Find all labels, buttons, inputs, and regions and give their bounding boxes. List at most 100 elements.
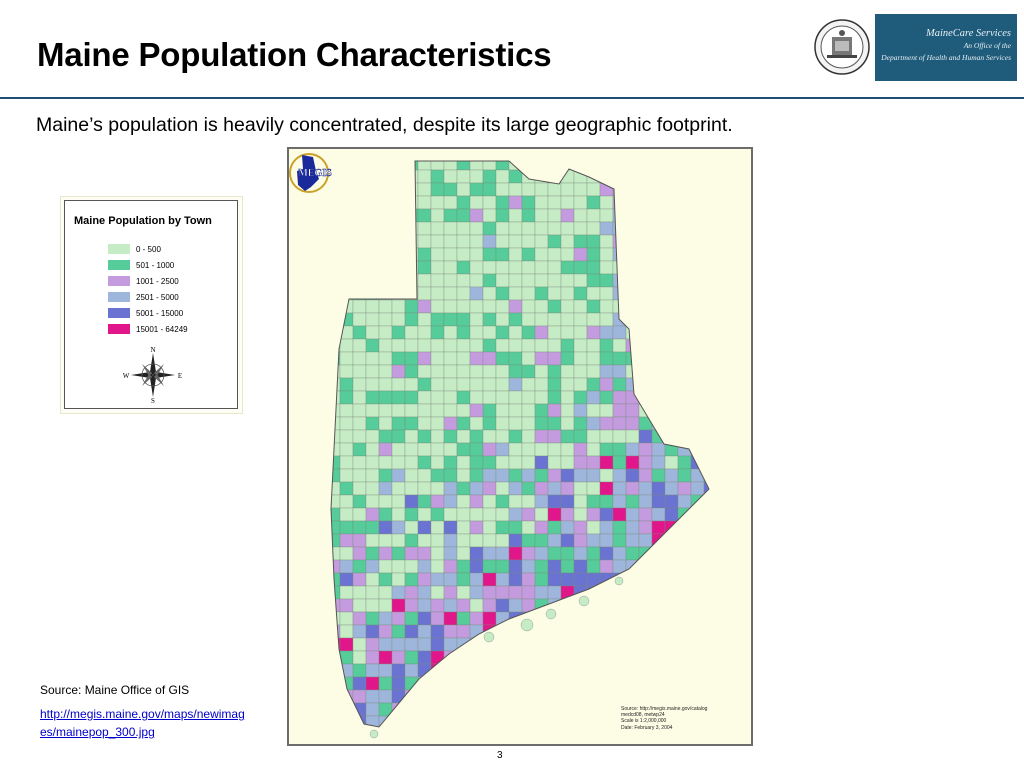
town-cell bbox=[365, 351, 380, 366]
town-cell bbox=[378, 351, 393, 366]
town-cell bbox=[339, 182, 354, 197]
town-cell bbox=[482, 325, 497, 340]
town-cell bbox=[651, 455, 666, 470]
town-cell bbox=[703, 442, 709, 457]
town-cell bbox=[651, 234, 666, 249]
town-cell bbox=[638, 286, 653, 301]
town-cell bbox=[560, 429, 575, 444]
town-cell bbox=[651, 312, 666, 327]
town-cell bbox=[651, 390, 666, 405]
town-cell bbox=[430, 715, 445, 727]
town-cell bbox=[573, 520, 588, 535]
town-cell bbox=[703, 247, 709, 262]
town-cell bbox=[677, 663, 692, 678]
town-cell bbox=[625, 260, 640, 275]
town-cell bbox=[651, 403, 666, 418]
town-cell bbox=[443, 169, 458, 184]
town-cell bbox=[508, 325, 523, 340]
legend-item: 1001 - 2500 bbox=[108, 273, 188, 289]
town-cell bbox=[482, 182, 497, 197]
town-cell bbox=[625, 585, 640, 600]
town-cell bbox=[547, 247, 562, 262]
town-cell bbox=[365, 572, 380, 587]
legend-item: 15001 - 64249 bbox=[108, 321, 188, 337]
town-cell bbox=[339, 338, 354, 353]
town-cell bbox=[443, 286, 458, 301]
town-cell bbox=[482, 208, 497, 223]
town-cell bbox=[638, 650, 653, 665]
town-cell bbox=[625, 468, 640, 483]
town-cell bbox=[339, 611, 354, 626]
town-cell bbox=[391, 689, 406, 704]
map-legend: Maine Population by Town 0 - 500 501 - 10… bbox=[60, 196, 243, 414]
town-cell bbox=[495, 442, 510, 457]
town-cell bbox=[547, 195, 562, 210]
town-cell bbox=[560, 312, 575, 327]
town-cell bbox=[443, 312, 458, 327]
town-cell bbox=[391, 637, 406, 652]
town-cell bbox=[456, 403, 471, 418]
town-cell bbox=[352, 429, 367, 444]
town-cell bbox=[469, 663, 484, 678]
town-cell bbox=[352, 195, 367, 210]
town-cell bbox=[586, 611, 601, 626]
town-cell bbox=[599, 624, 614, 639]
town-cell bbox=[430, 507, 445, 522]
town-cell bbox=[508, 286, 523, 301]
town-cell bbox=[651, 195, 666, 210]
town-cell bbox=[417, 559, 432, 574]
town-cell bbox=[638, 520, 653, 535]
town-cell bbox=[482, 468, 497, 483]
town-cell bbox=[352, 442, 367, 457]
town-cell bbox=[508, 221, 523, 236]
source-link[interactable]: http://megis.maine.gov/maps/newimages/ma… bbox=[40, 707, 245, 739]
town-cell bbox=[547, 429, 562, 444]
town-cell bbox=[638, 442, 653, 457]
town-cell bbox=[521, 325, 536, 340]
town-cell bbox=[521, 312, 536, 327]
town-cell bbox=[638, 338, 653, 353]
town-cell bbox=[638, 161, 653, 171]
town-cell bbox=[352, 182, 367, 197]
town-cell bbox=[469, 442, 484, 457]
town-cell bbox=[404, 663, 419, 678]
town-cell bbox=[690, 273, 705, 288]
town-cell bbox=[339, 624, 354, 639]
town-cell bbox=[495, 559, 510, 574]
town-cell bbox=[482, 611, 497, 626]
town-cell bbox=[495, 494, 510, 509]
town-cell bbox=[365, 442, 380, 457]
town-cell bbox=[430, 481, 445, 496]
town-cell bbox=[521, 182, 536, 197]
town-cell bbox=[586, 208, 601, 223]
town-cell bbox=[508, 468, 523, 483]
maine-population-map: MEGIS Source: http://megis.maine.gov/cat… bbox=[287, 147, 753, 746]
town-cell bbox=[534, 546, 549, 561]
town-cell bbox=[703, 533, 709, 548]
town-cell bbox=[417, 429, 432, 444]
town-cell bbox=[378, 325, 393, 340]
town-cell bbox=[469, 403, 484, 418]
town-cell bbox=[664, 416, 679, 431]
town-cell bbox=[664, 390, 679, 405]
town-cell bbox=[378, 611, 393, 626]
town-cell bbox=[482, 429, 497, 444]
town-cell bbox=[677, 507, 692, 522]
town-cell bbox=[365, 195, 380, 210]
town-cell bbox=[599, 650, 614, 665]
town-cell bbox=[469, 312, 484, 327]
town-cell bbox=[690, 182, 705, 197]
town-cell bbox=[664, 611, 679, 626]
town-cell bbox=[664, 546, 679, 561]
town-cell bbox=[417, 637, 432, 652]
town-cell bbox=[391, 481, 406, 496]
town-cell bbox=[469, 546, 484, 561]
town-cell bbox=[521, 429, 536, 444]
town-cell bbox=[391, 546, 406, 561]
town-cell bbox=[331, 312, 341, 327]
town-cell bbox=[495, 169, 510, 184]
town-cell bbox=[339, 273, 354, 288]
town-cell bbox=[547, 325, 562, 340]
town-cell bbox=[638, 221, 653, 236]
town-cell bbox=[560, 520, 575, 535]
